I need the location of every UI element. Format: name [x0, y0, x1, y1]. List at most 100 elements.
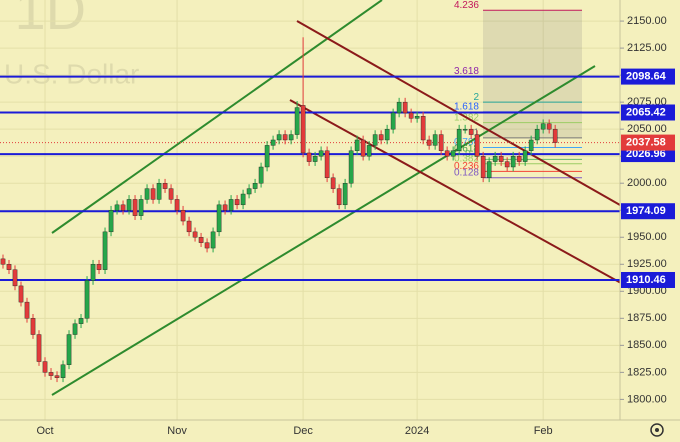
candle-body — [258, 166, 264, 184]
candle-body — [156, 183, 162, 200]
candle-body — [6, 264, 12, 270]
candle-body — [36, 334, 42, 362]
candle-body — [72, 323, 78, 335]
candle-body — [300, 105, 306, 154]
y-tick-label: 1950.00 — [627, 231, 667, 243]
candle-body — [252, 183, 258, 189]
candle-body — [186, 220, 192, 233]
fib-label: 0.128 — [454, 167, 479, 178]
candle-body — [12, 269, 18, 287]
candle-body — [342, 183, 348, 206]
candle-body — [348, 150, 354, 184]
candle-body — [210, 231, 216, 249]
candle-body — [372, 134, 378, 146]
x-tick-label: Oct — [36, 425, 53, 437]
y-tick-label: 1800.00 — [627, 393, 667, 405]
candle-body — [402, 101, 408, 114]
level-label: 2098.64 — [626, 70, 667, 82]
candle-body — [312, 155, 318, 162]
fib-label: 0.236 — [454, 161, 479, 172]
candle-body — [540, 123, 546, 130]
candle-body — [330, 177, 336, 189]
y-tick-label: 2050.00 — [627, 123, 667, 135]
candle-body — [354, 139, 360, 151]
settings-icon[interactable] — [650, 423, 664, 437]
fib-label: 1 — [473, 127, 479, 138]
candle-body — [84, 280, 90, 319]
candle-body — [168, 188, 174, 200]
y-tick-label: 1925.00 — [627, 258, 667, 270]
candle-body — [42, 361, 48, 373]
y-tick-label: 2150.00 — [627, 15, 667, 27]
candle-body — [450, 150, 456, 157]
candle-body — [234, 199, 240, 206]
fib-zone — [483, 10, 582, 138]
candle-body — [138, 199, 144, 216]
fib-label: 1.618 — [454, 102, 479, 113]
candle-body — [408, 112, 414, 119]
candle-body — [384, 128, 390, 141]
candle-body — [534, 128, 540, 141]
candle-body — [264, 145, 270, 168]
candle-body — [276, 134, 282, 141]
candle-body — [318, 150, 324, 157]
candle-body — [462, 128, 468, 131]
candle-body — [480, 155, 486, 179]
y-tick-label: 1875.00 — [627, 312, 667, 324]
candle-body — [78, 318, 84, 324]
candle-body — [306, 152, 312, 162]
candle-body — [492, 155, 498, 162]
level-label-box — [621, 203, 675, 220]
candle-body — [0, 258, 6, 265]
level-label-box — [621, 271, 675, 288]
candle-body — [336, 188, 342, 206]
settings-icon-dot — [655, 428, 659, 432]
x-tick-label: Nov — [167, 425, 187, 437]
x-tick-label: Dec — [293, 425, 313, 437]
candle-body — [90, 264, 96, 281]
fib-label: 0.382 — [454, 153, 479, 164]
watermark: XAUUSD, 1D — [0, 0, 86, 41]
candle-body — [522, 150, 528, 162]
candle-body — [222, 204, 228, 211]
candle-body — [420, 115, 426, 141]
candle-body — [240, 193, 246, 206]
candle-body — [24, 301, 30, 319]
level-label: 2065.42 — [626, 106, 666, 118]
candle-body — [96, 264, 102, 270]
trend-line — [51, 65, 596, 396]
y-tick-label: 1825.00 — [627, 366, 667, 378]
candle-body — [204, 242, 210, 249]
trend-line — [289, 99, 631, 289]
candle-body — [414, 115, 420, 119]
candle-body — [294, 107, 300, 135]
candle-body — [396, 101, 402, 114]
trend-line — [51, 0, 383, 234]
candle-body — [510, 155, 516, 168]
candle-body — [120, 204, 126, 211]
candle-body — [18, 285, 24, 303]
candle-body — [426, 139, 432, 146]
watermark-subtitle: U.S. Dollar — [4, 58, 139, 89]
settings-icon[interactable] — [650, 423, 664, 437]
level-label: 1974.09 — [626, 205, 666, 217]
candle-body — [102, 231, 108, 270]
candle-body — [144, 188, 150, 200]
candle-body — [516, 155, 522, 162]
level-label-box — [621, 104, 675, 121]
candle-body — [114, 204, 120, 211]
candle-body — [486, 161, 492, 179]
x-tick-label: 2024 — [405, 425, 429, 437]
candle-body — [228, 199, 234, 211]
candle-body — [246, 188, 252, 195]
candle-body — [132, 199, 138, 216]
last-price-box — [621, 134, 675, 151]
candle-body — [60, 364, 66, 378]
fib-label: 3.618 — [454, 66, 479, 77]
candle-body — [432, 134, 438, 146]
candle-body — [360, 139, 366, 157]
candle-body — [126, 199, 132, 211]
fib-label: 4.236 — [454, 0, 479, 11]
candle-body — [528, 139, 534, 151]
